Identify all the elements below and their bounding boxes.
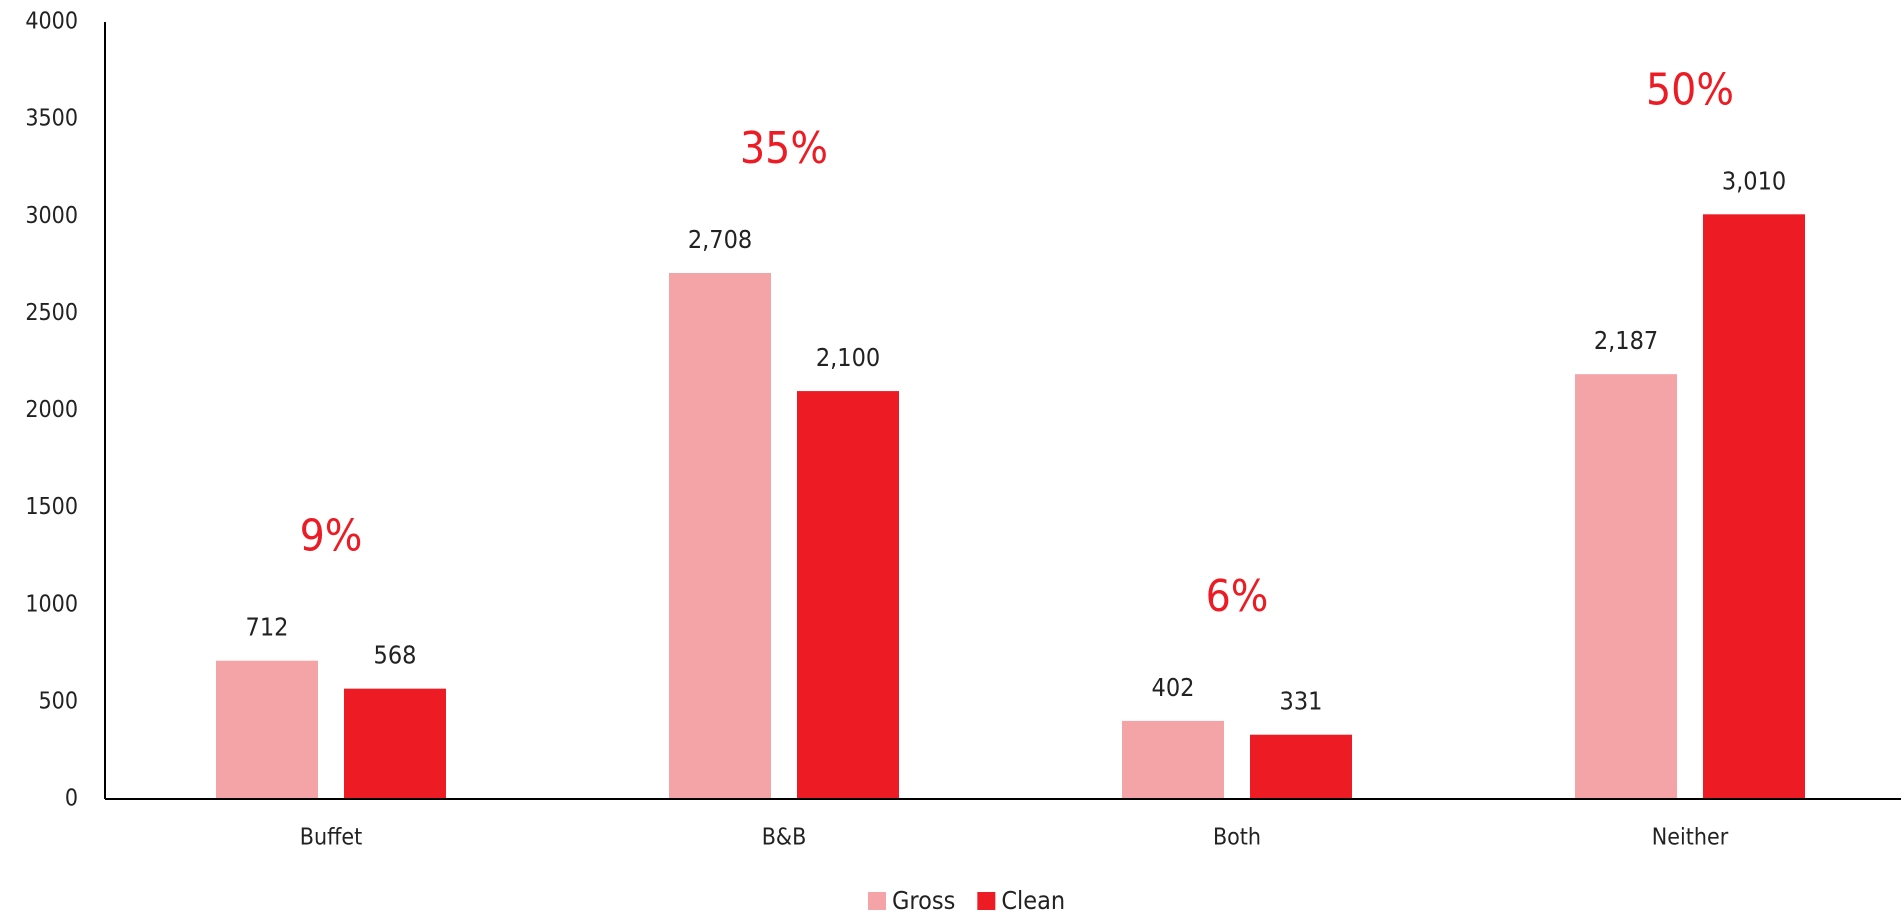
value-label: 2,100	[816, 343, 880, 372]
legend-label: Gross	[892, 886, 955, 915]
value-label: 712	[246, 613, 289, 642]
value-label: 402	[1152, 673, 1195, 702]
legend-label: Clean	[1001, 886, 1065, 915]
y-tick-label: 3500	[25, 106, 78, 132]
value-label: 3,010	[1722, 166, 1786, 195]
bar	[669, 272, 771, 799]
value-label: 331	[1280, 687, 1323, 716]
y-tick-label: 3000	[25, 203, 78, 229]
x-tick-label: Both	[1213, 825, 1261, 851]
bar	[1122, 720, 1224, 799]
percent-annotation: 50%	[1646, 64, 1734, 115]
x-tick-label: B&B	[762, 825, 807, 851]
y-tick-label: 2000	[25, 397, 78, 423]
y-tick-label: 2500	[25, 300, 78, 326]
value-label: 568	[374, 641, 417, 670]
x-tick-label: Buffet	[300, 825, 362, 851]
x-tick-label: Neither	[1652, 825, 1729, 851]
y-tick-label: 0	[65, 786, 78, 812]
y-tick-label: 1500	[25, 494, 78, 520]
legend-swatch	[868, 892, 886, 910]
legend-swatch	[977, 892, 996, 910]
bar	[1575, 374, 1677, 799]
percent-annotation: 6%	[1206, 571, 1269, 622]
percent-annotation: 9%	[300, 511, 363, 562]
bar	[344, 688, 446, 799]
y-tick-label: 500	[39, 688, 79, 714]
percent-annotation: 35%	[740, 123, 828, 174]
y-tick-label: 4000	[25, 9, 78, 35]
value-label: 2,708	[688, 225, 752, 254]
bar	[797, 391, 899, 799]
y-tick-label: 1000	[25, 591, 78, 617]
value-label: 2,187	[1594, 326, 1658, 355]
bar	[1250, 734, 1352, 799]
bar	[216, 660, 318, 799]
bar	[1703, 214, 1805, 799]
